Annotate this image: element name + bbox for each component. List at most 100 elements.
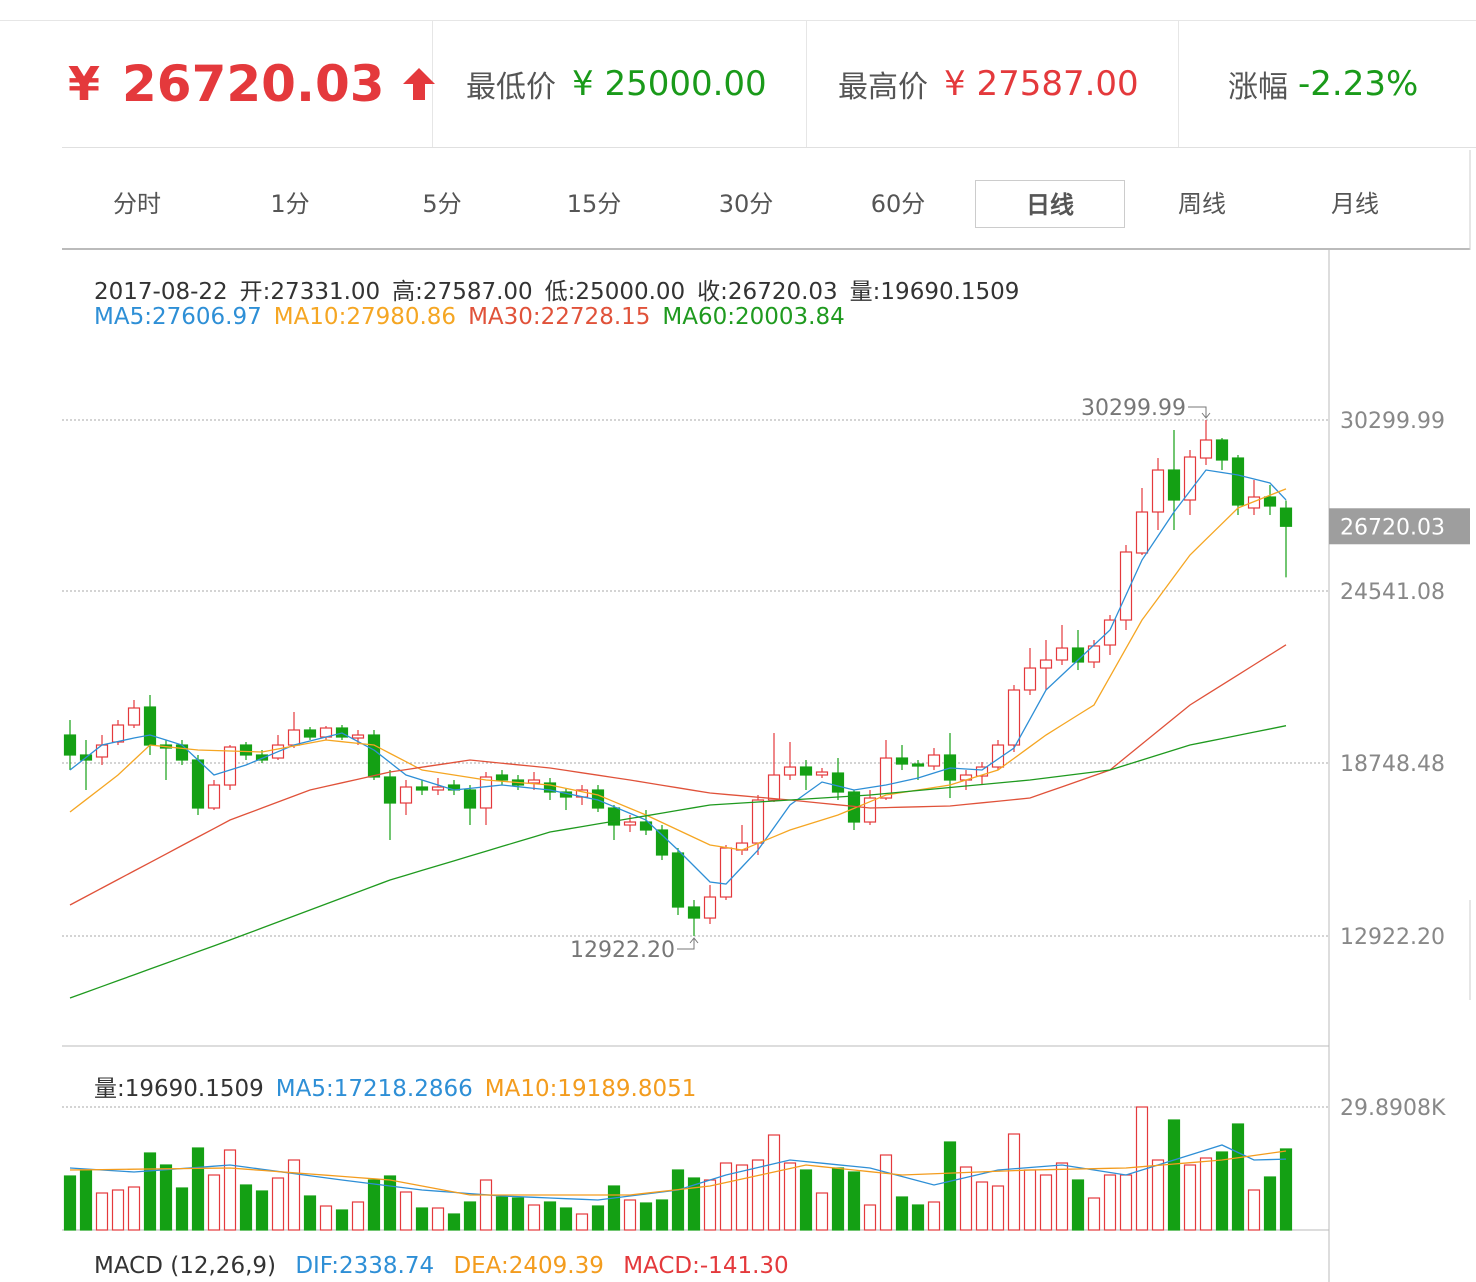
y-tick-label: 24541.08: [1340, 580, 1445, 605]
volume-bar: [687, 1177, 701, 1231]
volume-bar: [639, 1202, 653, 1231]
candle-body: [895, 757, 909, 765]
candle-body: [1055, 647, 1069, 661]
tab[interactable]: 1分: [270, 190, 310, 218]
tab[interactable]: 60分: [870, 190, 926, 218]
volume-bar: [527, 1204, 541, 1231]
volume-bar: [607, 1185, 621, 1231]
candle-body: [751, 799, 765, 844]
volume-bar: [1231, 1123, 1245, 1231]
change-value: -2.23%: [1298, 63, 1419, 104]
candle-body: [95, 744, 109, 758]
volume-bar: [447, 1213, 461, 1231]
low-value: ¥ 25000.00: [572, 63, 767, 104]
volume-bar: [1151, 1159, 1165, 1231]
volume-bar: [79, 1169, 93, 1231]
price-tag-label: 26720.03: [1340, 515, 1445, 540]
volume-bar: [1023, 1169, 1037, 1231]
legend-entry: MA5:17218.2866: [275, 1076, 473, 1102]
candle-body: [1231, 457, 1245, 506]
volume-bar: [511, 1197, 525, 1231]
candle-body: [975, 766, 989, 777]
volume-bar: [479, 1179, 493, 1231]
tabs-border: [62, 248, 1470, 250]
volume-bar: [879, 1154, 893, 1231]
candle-body: [1199, 439, 1213, 459]
volume-bar: [223, 1149, 237, 1231]
candle-body: [1263, 496, 1277, 507]
volume-legend: 量:19690.1509 MA5:17218.2866 MA10:19189.805…: [94, 1069, 708, 1103]
volume-bar: [1279, 1148, 1293, 1231]
volume-bar: [175, 1187, 189, 1231]
candle-body: [303, 729, 317, 738]
volume-bar: [847, 1171, 861, 1231]
candle-body: [383, 776, 397, 804]
volume-bar: [495, 1196, 509, 1231]
divider: [1178, 20, 1179, 147]
low-annotation-arrow: [677, 937, 699, 950]
candle-body: [111, 724, 125, 743]
ma-line: [69, 469, 1287, 885]
volume-bar: [431, 1207, 445, 1231]
tab[interactable]: 日线: [975, 180, 1125, 228]
volume-bar: [783, 1162, 797, 1231]
tab[interactable]: 分时: [113, 190, 161, 218]
candle-body: [687, 906, 701, 919]
candle-body: [255, 754, 269, 761]
low-annotation: 12922.20: [570, 938, 675, 963]
volume-bar: [1087, 1197, 1101, 1231]
candle-body: [127, 707, 141, 726]
tab[interactable]: 5分: [422, 190, 462, 218]
candle-body: [239, 744, 253, 756]
candle-body: [879, 757, 893, 799]
candle-body: [463, 789, 477, 809]
candle-body: [399, 786, 413, 804]
volume-bar: [383, 1175, 397, 1231]
volume-bar: [207, 1174, 221, 1231]
candle-body: [783, 766, 797, 776]
volume-bar: [991, 1185, 1005, 1231]
candle-body: [1183, 456, 1197, 501]
volume-bar: [1007, 1133, 1021, 1231]
candle-body: [1135, 511, 1149, 554]
volume-bar: [751, 1159, 765, 1231]
candle-body: [223, 746, 237, 786]
volume-bar: [1039, 1174, 1053, 1231]
legend-entry: MA10:27980.86: [273, 304, 457, 330]
legend-entry: MA5:27606.97: [94, 304, 262, 330]
volume-bar: [287, 1159, 301, 1231]
volume-bar: [1055, 1162, 1069, 1231]
volume-bar: [415, 1207, 429, 1231]
volume-bar: [799, 1169, 813, 1231]
tab[interactable]: 15分: [566, 190, 622, 218]
info-item: 量:19690.1509: [849, 279, 1020, 305]
candle-body: [287, 729, 301, 746]
change-cell: 涨幅 -2.23%: [1228, 20, 1418, 147]
tab[interactable]: 月线: [1331, 190, 1379, 218]
candle-body: [479, 776, 493, 809]
macd-dea: DEA:2409.39: [453, 1253, 604, 1279]
candle-body: [1087, 645, 1101, 663]
candle-body: [911, 763, 925, 767]
tab[interactable]: 30分: [718, 190, 774, 218]
low-label: 最低价: [466, 69, 556, 105]
volume-bar: [591, 1205, 605, 1231]
tab[interactable]: 周线: [1178, 190, 1226, 218]
y-tick-label: 30299.99: [1340, 409, 1445, 434]
info-item: 高:27587.00: [392, 279, 533, 305]
legend-entry: MA30:22728.15: [468, 304, 651, 330]
candle-body: [207, 784, 221, 809]
candle-body: [703, 896, 717, 919]
info-item: 2017-08-22: [94, 279, 228, 305]
header-top-border: [0, 20, 1476, 21]
volume-bar: [959, 1166, 973, 1231]
candle-body: [767, 774, 781, 801]
volume-bar: [863, 1204, 877, 1231]
volume-bar: [255, 1190, 269, 1231]
candle-body: [175, 744, 189, 761]
candle-body: [495, 774, 509, 781]
volume-bar: [191, 1147, 205, 1231]
volume-bar: [335, 1209, 349, 1231]
volume-bar: [815, 1192, 829, 1231]
